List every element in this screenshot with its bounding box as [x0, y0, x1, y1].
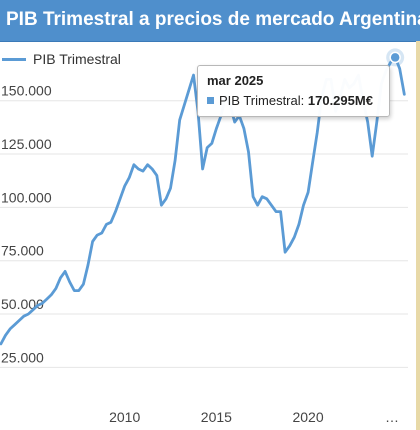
tooltip-series-bullet: [207, 97, 214, 105]
tooltip-date: mar 2025: [207, 73, 264, 88]
x-tick-label: 2020: [292, 409, 323, 425]
data-tooltip: mar 2025 PIB Trimestral: 170.295M€: [197, 65, 390, 117]
grid-lines: [0, 100, 408, 368]
legend[interactable]: PIB Trimestral: [2, 50, 121, 68]
y-tick-label: 75.000: [1, 243, 44, 259]
chart-title-bar: PIB Trimestral a precios de mercado Arge…: [0, 0, 420, 42]
chart-title: PIB Trimestral a precios de mercado Arge…: [6, 9, 420, 30]
tooltip-value: 170.295M€: [307, 93, 373, 108]
y-tick-label: 100.000: [1, 189, 52, 205]
x-axis-tick-labels: 2010 2015 2020 …: [109, 409, 399, 425]
legend-label: PIB Trimestral: [33, 51, 121, 67]
tooltip-series-label: PIB Trimestral:: [219, 93, 305, 108]
hover-marker-point[interactable]: [389, 51, 401, 64]
x-axis-end-ellipsis: …: [385, 409, 399, 425]
hover-marker-layer: [386, 48, 405, 67]
x-tick-label: 2015: [201, 409, 232, 425]
y-tick-label: 25.000: [1, 349, 44, 365]
chart-area: [0, 41, 420, 430]
y-tick-label: 150.000: [1, 83, 52, 99]
y-tick-label: 125.000: [1, 136, 52, 152]
legend-line-swatch: [2, 57, 26, 61]
tooltip-row: PIB Trimestral: 170.295M€: [207, 93, 373, 108]
x-tick-label: 2010: [109, 409, 140, 425]
